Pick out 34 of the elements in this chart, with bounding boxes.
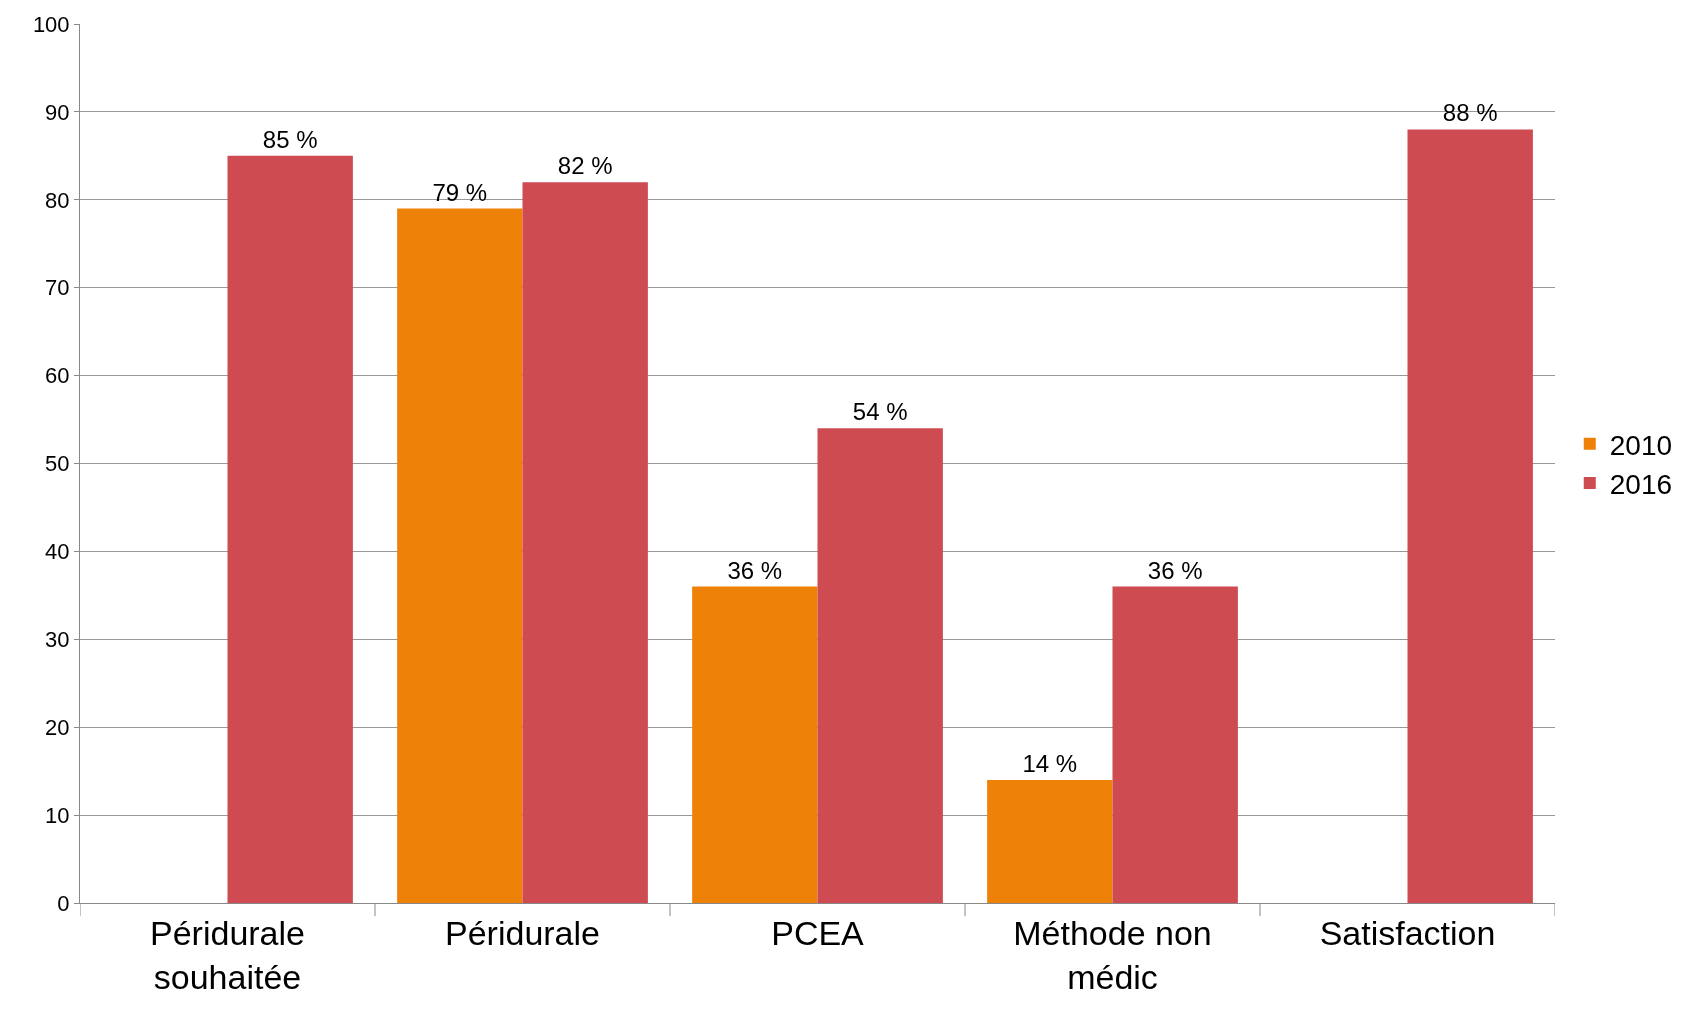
bar [987,779,1113,903]
y-tick-label: 0 [57,890,70,916]
y-tick-label: 80 [45,187,70,213]
bar [692,586,818,903]
x-tick-label: PCEA [771,913,865,952]
legend-label: 2010 [1609,429,1673,461]
y-tick-label: 50 [45,451,70,477]
y-tick-label: 40 [45,539,70,565]
x-tick-label: Satisfaction [1319,913,1496,952]
data-label: 36 % [1147,556,1203,584]
x-tick-label: Péridurale [445,913,600,952]
data-label: 82 % [557,152,613,180]
bar [817,428,943,903]
y-tick-label: 30 [45,627,70,652]
data-label: 54 % [852,398,908,426]
bar [1407,129,1533,903]
y-tick-label: 60 [45,363,70,389]
bar [1112,586,1238,903]
bar [227,155,353,903]
bar [522,182,648,903]
data-label: 88 % [1442,99,1498,127]
y-tick-label: 20 [45,714,70,740]
data-label: 79 % [432,178,488,206]
data-label: 36 % [727,556,783,584]
legend-label: 2016 [1609,469,1673,501]
y-tick-label: 70 [45,275,70,301]
y-tick-label: 90 [45,99,70,125]
x-tick-label: Péridurale souhaitée [150,913,305,996]
x-tick-label: Méthode non médic [1013,913,1212,996]
y-tick-label: 100 [32,11,70,37]
data-label: 14 % [1022,749,1078,777]
y-tick-label: 10 [45,802,70,828]
bar [397,208,523,903]
data-label: 85 % [262,125,318,153]
